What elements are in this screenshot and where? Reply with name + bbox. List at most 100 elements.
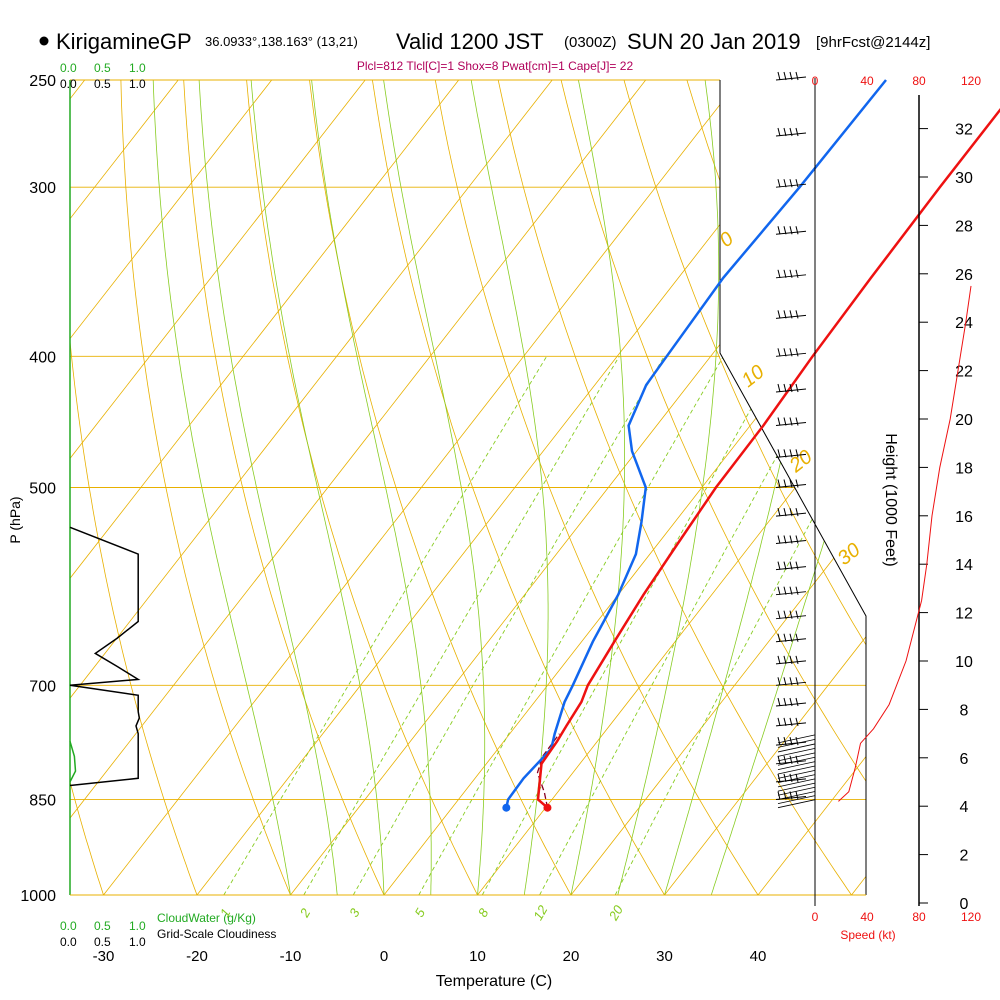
wind-barb-flag	[783, 479, 787, 488]
moist-adiabat-line	[152, 80, 291, 895]
moist-adiabat-line	[710, 80, 866, 895]
height-tick-label: 4	[960, 799, 969, 816]
wind-barb-shaft	[777, 748, 816, 757]
pressure-tick-label: 700	[29, 678, 56, 695]
wind-barb-shaft	[777, 791, 816, 800]
moist-adiabat-line	[570, 80, 625, 895]
temperature-tick-label: -20	[186, 948, 208, 965]
cloud-water-tick-label: 0.5	[94, 919, 111, 933]
wind-barb-flag	[789, 561, 793, 570]
wind-barb-shaft	[775, 702, 807, 707]
wind-barb-shaft	[775, 512, 807, 517]
wind-barb-flag	[795, 127, 799, 137]
wind-barb-flag	[777, 633, 781, 642]
wind-barb-flag	[789, 449, 793, 458]
dry-adiabat-line	[812, 80, 866, 895]
wind-barb-flag	[777, 717, 781, 726]
wind-barb-shaft	[775, 314, 807, 319]
wind-barb-flag	[789, 71, 793, 81]
pressure-tick-label: 850	[29, 792, 56, 809]
wind-barb-flag	[783, 310, 787, 319]
wind-barb-flag	[783, 717, 787, 726]
wind-barb-flag	[777, 508, 781, 517]
dry-adiabat-line	[372, 80, 665, 895]
wind-barb-flag	[795, 610, 799, 619]
wind-barb-shaft	[775, 778, 807, 783]
temperature-tick-label: 30	[656, 948, 673, 965]
height-tick-label: 20	[955, 412, 973, 429]
wind-barb-shaft	[777, 743, 816, 753]
wind-barb-flag	[783, 586, 787, 595]
mixing-ratio-label: 3	[346, 905, 363, 919]
wind-barb-shaft	[775, 615, 807, 620]
wind-barb-flag	[795, 717, 799, 726]
cloud-water-line	[69, 741, 77, 783]
wind-barb-shaft	[775, 681, 807, 686]
wind-barb-shaft	[775, 660, 807, 665]
wind-barb-flag	[789, 479, 793, 488]
height-tick-label: 16	[955, 509, 973, 526]
cloud-water-tick-label: 0.0	[60, 61, 77, 75]
wind-barb-flag	[789, 269, 793, 278]
wind-barb-flag	[783, 71, 787, 81]
wind-barb-shaft	[775, 76, 807, 81]
wind-barb-flag	[783, 633, 787, 642]
y-axis-title: P (hPa)	[7, 496, 23, 543]
cloudiness-title: Grid-Scale Cloudiness	[157, 927, 276, 941]
dry-adiabat-line	[623, 80, 866, 895]
surface-temperature-dot	[543, 803, 552, 812]
speed-tick-label: 0	[812, 74, 819, 88]
station-coords: 36.0933°,138.163° (13,21)	[205, 34, 358, 49]
temperature-tick-label: 20	[563, 948, 580, 965]
wind-barb-shaft	[775, 352, 807, 357]
wind-barb-shaft	[777, 756, 816, 766]
mixing-ratio-label: 8	[475, 905, 492, 919]
sounding-traces	[502, 79, 1000, 812]
valid-date: SUN 20 Jan 2019	[627, 29, 801, 54]
wind-barb-flag	[777, 561, 781, 570]
mixing-ratio-line	[223, 356, 548, 895]
wind-barb-flag	[795, 535, 799, 544]
wind-barb-flag	[777, 226, 781, 235]
wind-barb-flag	[783, 449, 787, 458]
wind-barb-flag	[777, 179, 781, 188]
wind-barb-flag	[795, 449, 799, 458]
isotherm-label: 20	[785, 446, 817, 478]
wind-barb-flag	[777, 383, 781, 393]
wind-barb-flag	[789, 737, 793, 746]
moist-adiabat-line	[383, 80, 486, 895]
wind-barb-flag	[789, 310, 793, 319]
height-tick-label: 10	[955, 654, 973, 671]
wind-barb-flag	[783, 655, 787, 665]
wind-barb-flag	[795, 179, 799, 188]
x-axis-title: Temperature (C)	[436, 973, 552, 990]
wind-barb-flag	[795, 561, 799, 570]
mixing-ratio-line	[539, 356, 833, 895]
wind-barb-flag	[777, 417, 781, 426]
cloudiness-line	[69, 526, 141, 787]
mixing-ratio-line	[352, 356, 665, 895]
speed-tick-label: 120	[961, 74, 981, 88]
wind-barb-flag	[777, 71, 781, 81]
dry-adiabat-line	[70, 80, 198, 895]
cloud-water-title: CloudWater (g/Kg)	[157, 911, 256, 925]
wind-barb-flag	[789, 383, 793, 393]
wind-barb-shaft	[775, 230, 807, 235]
isobars	[70, 79, 866, 896]
wind-barb-flag	[783, 127, 787, 137]
wind-barb-flag	[795, 737, 799, 746]
isotherm-label: 10	[738, 361, 769, 392]
mixing-ratio-label: 12	[530, 902, 551, 923]
wind-barb-flag	[795, 226, 799, 235]
wind-barb-shaft	[777, 782, 816, 792]
speed-tick-label: 40	[860, 74, 874, 88]
wind-barb-shaft	[777, 765, 816, 775]
wind-barb-shaft	[777, 739, 816, 748]
wind-barb-shaft	[775, 274, 807, 279]
wind-barb-shaft	[775, 453, 807, 458]
height-tick-label: 24	[955, 315, 973, 332]
wind-barb-flag	[783, 561, 787, 570]
moist-adiabat-line	[198, 80, 338, 895]
pressure-ticks: 250 300 400 500 700 850 1000	[20, 73, 56, 905]
